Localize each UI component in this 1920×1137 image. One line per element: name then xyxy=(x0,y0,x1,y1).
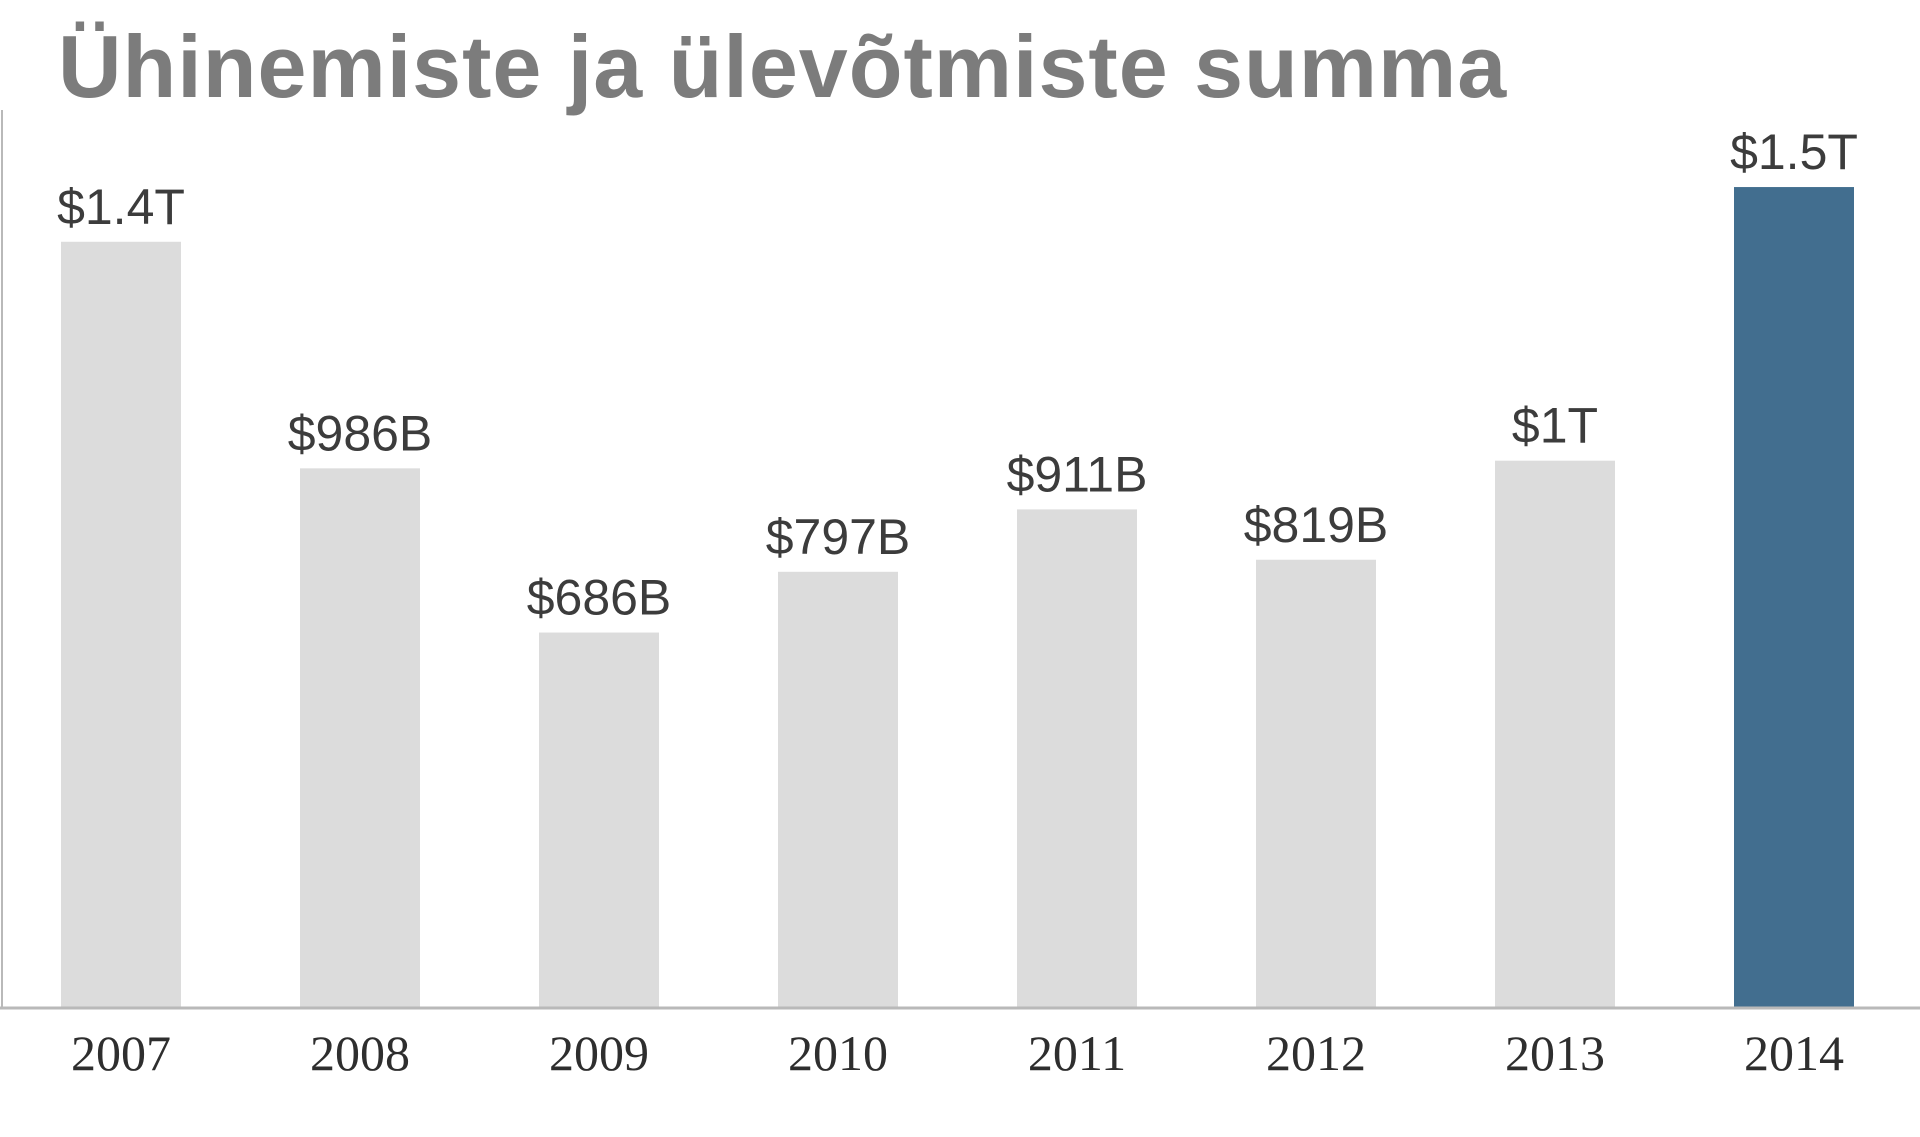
bar-2011 xyxy=(1017,509,1137,1008)
bar-2012 xyxy=(1256,559,1376,1008)
x-tick-label-2007: 2007 xyxy=(71,1025,171,1081)
bar-2007 xyxy=(61,241,181,1008)
bar-2013 xyxy=(1495,460,1615,1008)
x-tick-label-2008: 2008 xyxy=(310,1025,410,1081)
x-tick-labels-group: 2007 2008 2009 2010 2011 2012 2013 2014 xyxy=(71,1025,1844,1081)
x-tick-label-2010: 2010 xyxy=(788,1025,888,1081)
value-labels-group: $1.4T $986B $686B $797B $911B $819B $1T $1.5T xyxy=(57,124,1858,626)
chart-title: Ühinemiste ja ülevõtmiste summa xyxy=(58,17,1508,116)
bar-2010 xyxy=(778,571,898,1008)
bar-value-label-2008: $986B xyxy=(288,405,433,461)
bar-2008 xyxy=(300,468,420,1009)
bar-value-label-2011: $911B xyxy=(1007,446,1148,502)
bar-2009 xyxy=(539,632,659,1008)
bar-value-label-2009: $686B xyxy=(527,570,672,626)
bars-group xyxy=(61,187,1854,1009)
x-tick-label-2012: 2012 xyxy=(1266,1025,1366,1081)
bar-value-label-2010: $797B xyxy=(766,509,911,565)
bar-value-label-2013: $1T xyxy=(1512,398,1598,454)
x-tick-label-2014: 2014 xyxy=(1744,1025,1844,1081)
x-tick-label-2013: 2013 xyxy=(1505,1025,1605,1081)
x-tick-label-2011: 2011 xyxy=(1028,1025,1126,1081)
bar-2014 xyxy=(1734,187,1854,1009)
bar-value-label-2012: $819B xyxy=(1244,497,1389,553)
bar-value-label-2007: $1.4T xyxy=(57,179,185,235)
x-tick-label-2009: 2009 xyxy=(549,1025,649,1081)
bar-value-label-2014: $1.5T xyxy=(1730,124,1858,180)
